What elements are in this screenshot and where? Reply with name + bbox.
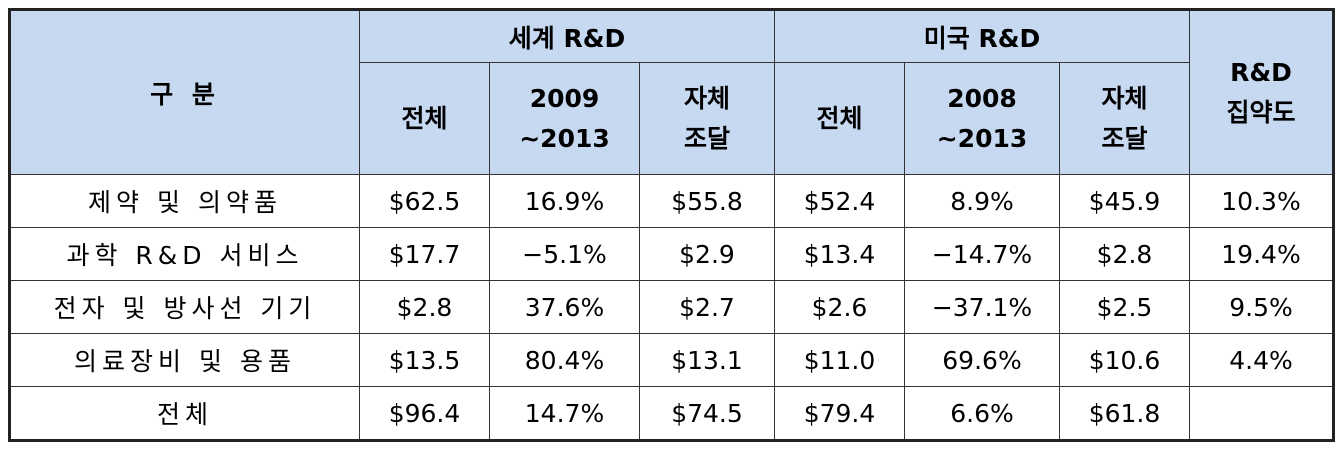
data-row: 전자 및 방사선 기기 $2.8 37.6% $2.7 $2.6 −37.1% $2.5 9.… <box>9 280 1334 334</box>
value-cell: 4.4% <box>1189 333 1334 387</box>
header-line: 조달 <box>1101 123 1148 153</box>
value-cell: $2.6 <box>774 280 905 334</box>
value-cell: $55.8 <box>639 174 775 228</box>
header-line: 2009 <box>529 83 600 113</box>
value-cell: $2.5 <box>1059 280 1190 334</box>
row-label: 전체 <box>9 386 360 441</box>
value-cell: 80.4% <box>489 333 640 387</box>
data-row: 제약 및 의약품 $62.5 16.9% $55.8 $52.4 8.9% $45.9 10.… <box>9 174 1334 228</box>
header-line: 전체 <box>816 103 863 133</box>
value-cell: $74.5 <box>639 386 775 441</box>
data-row: 과학 R&D 서비스 $17.7 −5.1% $2.9 $13.4 −14.7% $2.8 1… <box>9 227 1334 281</box>
value-cell: 10.3% <box>1189 174 1334 228</box>
value-cell: 6.6% <box>904 386 1060 441</box>
value-cell: $17.7 <box>359 227 490 281</box>
value-cell: 16.9% <box>489 174 640 228</box>
value-cell: 8.9% <box>904 174 1060 228</box>
header-line: 자체 <box>1101 83 1148 113</box>
header-line: ~2013 <box>936 123 1028 153</box>
row-label: 의료장비 및 용품 <box>9 333 360 387</box>
header-row: 구 분 세계 R&D 미국 R&D R&D 집약도 <box>9 9 1334 175</box>
value-cell: $61.8 <box>1059 386 1190 441</box>
intensity-header: R&D 집약도 <box>1189 9 1334 175</box>
header-line: R&D <box>1230 57 1292 87</box>
header-line: 조달 <box>683 123 730 153</box>
row-label: 전자 및 방사선 기기 <box>9 280 360 334</box>
group-header: 미국 R&D <box>774 9 1190 63</box>
subheader-cell: 전체 <box>359 62 490 175</box>
header-line: ~2013 <box>519 123 610 153</box>
value-cell: $2.8 <box>1059 227 1190 281</box>
value-cell: $2.7 <box>639 280 775 334</box>
value-cell: −14.7% <box>904 227 1060 281</box>
value-cell: $79.4 <box>774 386 905 441</box>
value-cell: $2.9 <box>639 227 775 281</box>
header-line: 전체 <box>401 103 448 133</box>
data-row: 전체 $96.4 14.7% $74.5 $79.4 6.6% $61.8 <box>9 386 1334 441</box>
value-cell: 37.6% <box>489 280 640 334</box>
value-cell: −5.1% <box>489 227 640 281</box>
value-cell: $11.0 <box>774 333 905 387</box>
header-line: 집약도 <box>1226 97 1296 127</box>
subheader-cell: 2009 ~2013 <box>489 62 640 175</box>
category-header: 구 분 <box>9 9 360 175</box>
row-label: 과학 R&D 서비스 <box>9 227 360 281</box>
value-cell: $96.4 <box>359 386 490 441</box>
table-body: 제약 및 의약품 $62.5 16.9% $55.8 $52.4 8.9% $45.9 10.… <box>9 174 1334 441</box>
value-cell: $13.5 <box>359 333 490 387</box>
value-cell: $52.4 <box>774 174 905 228</box>
subheader-cell: 전체 <box>774 62 905 175</box>
data-row: 의료장비 및 용품 $13.5 80.4% $13.1 $11.0 69.6% $10.6 4… <box>9 333 1334 387</box>
empty-cell <box>1189 386 1334 441</box>
value-cell: $13.1 <box>639 333 775 387</box>
value-cell: $10.6 <box>1059 333 1190 387</box>
value-cell: $62.5 <box>359 174 490 228</box>
value-cell: 19.4% <box>1189 227 1334 281</box>
subheader-cell: 2008 ~2013 <box>904 62 1060 175</box>
value-cell: 14.7% <box>489 386 640 441</box>
value-cell: −37.1% <box>904 280 1060 334</box>
value-cell: $13.4 <box>774 227 905 281</box>
value-cell: $45.9 <box>1059 174 1190 228</box>
group-header: 세계 R&D <box>359 9 775 63</box>
value-cell: 9.5% <box>1189 280 1334 334</box>
value-cell: 69.6% <box>904 333 1060 387</box>
header-line: 자체 <box>683 83 730 113</box>
value-cell: $2.8 <box>359 280 490 334</box>
header-line: 2008 <box>947 83 1017 113</box>
row-label: 제약 및 의약품 <box>9 174 360 228</box>
